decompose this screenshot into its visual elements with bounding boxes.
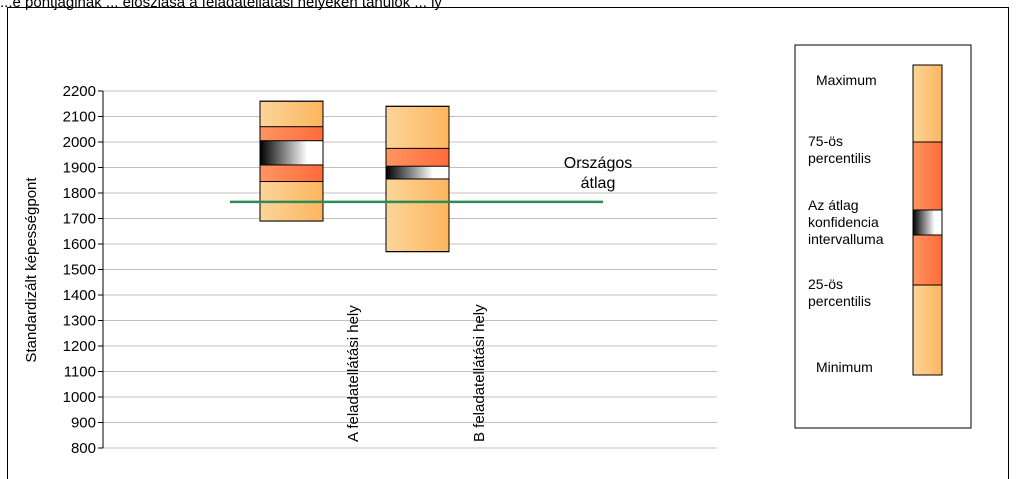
- legend-label: percentilis: [808, 293, 871, 309]
- legend-swatch: [912, 284, 943, 376]
- legend-label: Maximum: [816, 72, 877, 88]
- y-tick-label: 2100: [63, 109, 96, 126]
- y-tick-label: 1900: [63, 160, 96, 177]
- legend-label: Minimum: [816, 359, 873, 375]
- y-tick-label: 1300: [63, 313, 96, 330]
- legend-swatch: [912, 234, 943, 286]
- box-outline: [259, 100, 324, 222]
- legend-label: intervalluma: [808, 231, 884, 247]
- legend-swatch: [912, 209, 943, 236]
- figure-caption-fragment: ...e pontjaginak ... eloszlása a feladat…: [0, 0, 442, 11]
- box-confidence-interval: [385, 165, 450, 180]
- category-label: B feladatellátási hely: [471, 304, 488, 442]
- y-tick-label: 1600: [63, 236, 96, 253]
- y-tick-label: 2000: [63, 134, 96, 151]
- y-tick-label: 1800: [63, 185, 96, 202]
- category-label: A feladatellátási hely: [345, 305, 362, 442]
- legend-label: percentilis: [808, 150, 871, 166]
- national-average-label: Országos: [564, 155, 632, 172]
- national-average-label: átlag: [581, 175, 616, 192]
- y-tick-label: 1200: [63, 338, 96, 355]
- y-tick-label: 1100: [64, 364, 96, 381]
- legend-label: 75-ös: [808, 133, 843, 149]
- legend-label: konfidencia: [808, 214, 879, 230]
- box-confidence-interval: [259, 140, 324, 166]
- legend-label: Az átlag: [808, 197, 859, 213]
- y-tick-label: 800: [71, 440, 96, 457]
- box-outline: [385, 105, 450, 253]
- y-tick-label: 1500: [63, 262, 96, 279]
- legend-swatch: [912, 141, 943, 211]
- legend-label: 25-ös: [808, 276, 843, 292]
- y-tick-label: 1000: [63, 389, 96, 406]
- box-b: [385, 105, 450, 253]
- y-axis-label: Standardizált képességpont: [23, 177, 40, 363]
- y-tick-label: 1700: [63, 211, 96, 228]
- y-tick-label: 900: [71, 415, 96, 432]
- legend-swatch: [912, 64, 943, 143]
- y-tick-label: 2200: [63, 83, 96, 100]
- y-tick-label: 1400: [63, 287, 96, 304]
- chart-frame: [7, 7, 1009, 479]
